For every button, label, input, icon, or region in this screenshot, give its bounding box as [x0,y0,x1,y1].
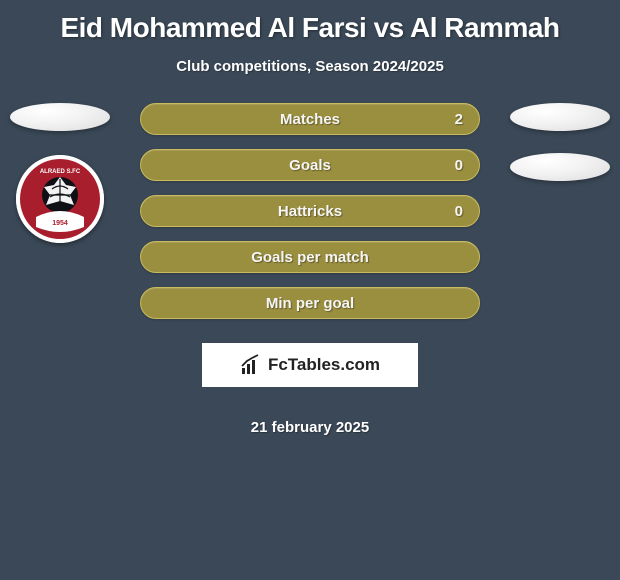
brand-box: FcTables.com [202,343,418,387]
bar-chart-icon [240,354,262,376]
stat-bar-goals: Goals 0 [140,149,480,181]
left-column: ALRAED S.FC 1954 [0,103,120,436]
stat-label: Matches [280,111,340,128]
stat-value: 0 [455,203,463,220]
player-oval-right-1 [510,103,610,131]
stat-label: Min per goal [266,295,354,312]
subtitle: Club competitions, Season 2024/2025 [176,58,444,75]
svg-text:ALRAED S.FC: ALRAED S.FC [40,169,81,175]
main-row: ALRAED S.FC 1954 Matches 2 Goals 0 Hattr… [0,103,620,436]
player-oval-left [10,103,110,131]
stat-bar-goals-per-match: Goals per match [140,241,480,273]
stat-label: Goals [289,157,331,174]
alraed-badge-icon: ALRAED S.FC 1954 [16,155,104,243]
stat-bar-matches: Matches 2 [140,103,480,135]
stat-label: Goals per match [251,249,369,266]
stat-value: 2 [455,111,463,128]
brand-text: FcTables.com [268,355,380,375]
container: Eid Mohammed Al Farsi vs Al Rammah Club … [0,0,620,436]
svg-text:1954: 1954 [52,220,68,227]
right-ovals-group [510,103,610,181]
stat-bar-min-per-goal: Min per goal [140,287,480,319]
player-oval-right-2 [510,153,610,181]
stat-bar-hattricks: Hattricks 0 [140,195,480,227]
stats-column: Matches 2 Goals 0 Hattricks 0 Goals per … [120,103,500,436]
page-title: Eid Mohammed Al Farsi vs Al Rammah [60,12,559,44]
stat-label: Hattricks [278,203,342,220]
club-badge-left: ALRAED S.FC 1954 [16,155,104,243]
stat-value: 0 [455,157,463,174]
date-text: 21 february 2025 [251,419,369,436]
right-column [500,103,620,436]
